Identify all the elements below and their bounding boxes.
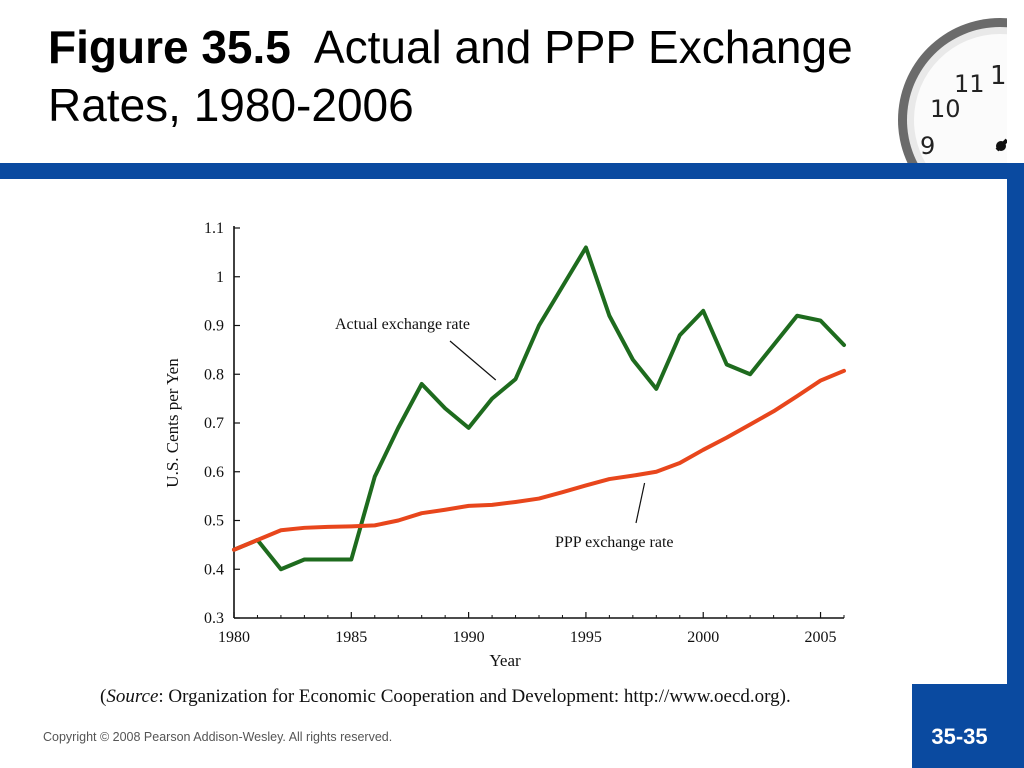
x-tick-label: 1995 <box>570 629 602 646</box>
header-band <box>0 163 1024 179</box>
y-tick-label: 0.5 <box>204 513 224 530</box>
chart-ticks: 0.3 0.4 0.5 0.6 0.7 0.8 0.9 1 1.1 1980 1985 1990 199… <box>204 220 845 646</box>
y-tick-label: 1 <box>216 269 224 286</box>
ppp-exchange-rate-line <box>232 368 846 552</box>
y-tick-label: 0.6 <box>204 464 224 481</box>
source-label: Source <box>106 686 159 707</box>
x-tick-label: 2005 <box>805 629 837 646</box>
right-edge-bar <box>1007 179 1024 768</box>
clock-numeral-11: 11 <box>954 70 985 98</box>
clock-numeral-10: 10 <box>930 95 961 123</box>
y-tick-label: 1.1 <box>204 220 224 237</box>
actual-exchange-rate-line <box>232 245 846 572</box>
clock-numeral-12: 12 <box>990 61 1007 91</box>
y-tick-label: 0.8 <box>204 366 224 383</box>
actual-rate-label: Actual exchange rate <box>335 316 470 333</box>
figure-number: Figure 35.5 <box>48 21 291 73</box>
x-axis-title: Year <box>489 651 521 670</box>
source-note: (Source: Organization for Economic Coope… <box>100 686 791 708</box>
ppp-rate-leader-line <box>635 482 646 524</box>
y-tick-label: 0.7 <box>204 415 224 432</box>
copyright-notice: Copyright © 2008 Pearson Addison-Wesley.… <box>43 730 393 744</box>
clock-numeral-9: 9 <box>920 132 935 160</box>
page-number: 35-35 <box>931 724 988 749</box>
y-tick-label: 0.4 <box>204 561 224 578</box>
x-tick-label: 1980 <box>218 629 250 646</box>
y-tick-label: 0.9 <box>204 318 224 335</box>
x-tick-label: 2000 <box>687 629 719 646</box>
chart-series <box>232 245 846 572</box>
exchange-rate-chart: 0.3 0.4 0.5 0.6 0.7 0.8 0.9 1 1.1 1980 1985 1990 199… <box>163 220 846 670</box>
clock-icon: 12 11 10 9 <box>898 18 1007 163</box>
y-axis-title: U.S. Cents per Yen <box>163 358 182 488</box>
y-tick-label: 0.3 <box>204 610 224 627</box>
chart-annotations: Actual exchange rate PPP exchange rate <box>335 316 673 551</box>
x-tick-label: 1985 <box>335 629 367 646</box>
page-number-box <box>912 684 1007 768</box>
x-tick-label: 1990 <box>453 629 485 646</box>
source-open-paren: ( <box>100 686 107 707</box>
figure-title: Actual and PPP Exchange Rates, 1980-2006 <box>48 21 853 131</box>
source-text: : Organization for Economic Cooperation … <box>158 686 791 707</box>
ppp-rate-label: PPP exchange rate <box>555 534 673 551</box>
actual-rate-leader-line <box>449 340 497 381</box>
slide-title: Figure 35.5 Actual and PPP Exchange Rate… <box>48 18 888 134</box>
